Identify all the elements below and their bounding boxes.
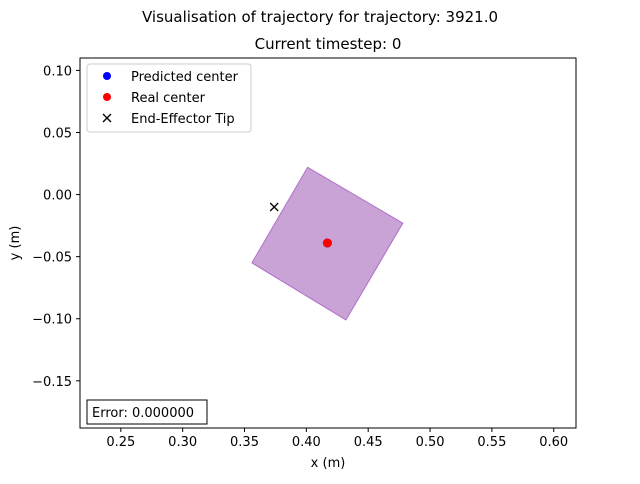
- real-center-marker: [322, 238, 332, 248]
- y-tick-label: 0.05: [43, 126, 72, 141]
- figure-suptitle: Visualisation of trajectory for trajecto…: [142, 8, 498, 26]
- legend-box: [86, 63, 252, 133]
- legend-predicted-marker: [103, 72, 111, 80]
- error-box-frame: [86, 399, 208, 425]
- axes-frame: [79, 57, 577, 429]
- legend-real-label: Real center: [131, 91, 206, 106]
- y-axis-label: y (m): [8, 226, 23, 261]
- legend: Predicted center Real center End-Effecto…: [86, 63, 252, 133]
- x-tick-label: 0.60: [539, 435, 568, 450]
- x-tick-label: 0.50: [416, 435, 445, 450]
- y-tick-label: 0.00: [43, 189, 72, 204]
- legend-predicted-label: Predicted center: [131, 70, 239, 85]
- legend-real-marker: [103, 93, 111, 101]
- legend-tip-marker: [102, 113, 112, 123]
- x-tick-label: 0.45: [354, 435, 383, 450]
- chart-title: Current timestep: 0: [255, 35, 402, 53]
- x-tick-label: 0.25: [106, 435, 135, 450]
- x-tick-label: 0.35: [230, 435, 259, 450]
- y-tick-label: −0.15: [32, 375, 72, 390]
- x-tick-label: 0.55: [477, 435, 506, 450]
- x-tick-label: 0.40: [292, 435, 321, 450]
- y-tick-label: −0.05: [32, 251, 72, 266]
- end-effector-tip-marker: [269, 202, 279, 212]
- error-box: Error: 0.000000: [86, 399, 208, 425]
- x-tick-label: 0.30: [168, 435, 197, 450]
- plot-area: [251, 166, 404, 321]
- y-axis-ticks: 0.10 0.05 0.00 −0.05 −0.10 −0.15: [32, 64, 80, 390]
- x-axis-label: x (m): [311, 456, 346, 471]
- x-axis-ticks: 0.25 0.30 0.35 0.40 0.45 0.50 0.55 0.60: [106, 428, 568, 450]
- error-text: Error: 0.000000: [92, 406, 194, 421]
- legend-tip-label: End-Effector Tip: [131, 112, 235, 127]
- tip-marker-stroke: [269, 202, 279, 212]
- y-tick-label: 0.10: [43, 64, 72, 79]
- y-tick-label: −0.10: [32, 313, 72, 328]
